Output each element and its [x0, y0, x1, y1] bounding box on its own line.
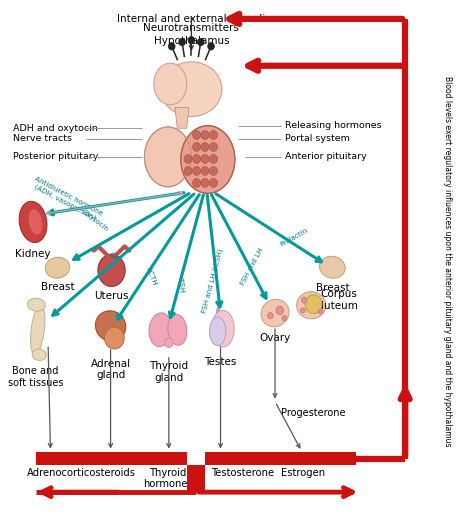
Text: Anterior pituitary: Anterior pituitary — [285, 152, 367, 161]
Circle shape — [276, 306, 283, 315]
Text: TSH: TSH — [177, 277, 185, 292]
Text: FSH and LH: FSH and LH — [240, 246, 265, 286]
Circle shape — [179, 39, 185, 46]
Text: Internal and external stimuli: Internal and external stimuli — [117, 14, 265, 23]
Ellipse shape — [28, 209, 42, 235]
Text: Prolactin: Prolactin — [279, 227, 309, 248]
Text: FSH and LH (ICSH): FSH and LH (ICSH) — [201, 248, 224, 314]
Text: Blood levels exert regulatory influences upon the anterior pituitary gland and t: Blood levels exert regulatory influences… — [443, 76, 452, 446]
Text: Posterior pituitary: Posterior pituitary — [13, 152, 98, 161]
Text: Adrenocorticosteroids: Adrenocorticosteroids — [27, 468, 136, 478]
Ellipse shape — [161, 62, 222, 116]
Ellipse shape — [164, 338, 173, 348]
Text: Corpus
luteum: Corpus luteum — [320, 289, 357, 311]
Circle shape — [301, 308, 305, 313]
Ellipse shape — [211, 311, 234, 347]
Ellipse shape — [95, 311, 126, 341]
Circle shape — [201, 179, 209, 187]
Circle shape — [192, 179, 201, 187]
Circle shape — [318, 309, 323, 314]
Circle shape — [210, 130, 218, 139]
Text: ACTH: ACTH — [145, 266, 158, 287]
Text: Breast: Breast — [316, 283, 349, 293]
Text: Uterus: Uterus — [94, 291, 129, 301]
Bar — [187, 465, 206, 492]
Text: Oxytocin: Oxytocin — [81, 208, 109, 233]
Circle shape — [192, 143, 201, 151]
Ellipse shape — [27, 298, 45, 311]
Circle shape — [201, 143, 209, 151]
Text: Nerve tracts: Nerve tracts — [13, 134, 72, 143]
Circle shape — [201, 167, 209, 175]
Ellipse shape — [19, 201, 47, 243]
Ellipse shape — [98, 254, 125, 287]
Text: Breast: Breast — [41, 282, 74, 292]
Circle shape — [210, 179, 218, 187]
Ellipse shape — [145, 127, 191, 187]
Text: Hypothalamus: Hypothalamus — [154, 35, 229, 45]
Text: Adrenal
gland: Adrenal gland — [91, 359, 131, 381]
Circle shape — [188, 37, 195, 44]
Circle shape — [192, 130, 201, 139]
Circle shape — [198, 39, 204, 46]
Circle shape — [210, 167, 218, 175]
Text: Portal system: Portal system — [285, 134, 350, 143]
Text: Testosterone: Testosterone — [211, 468, 274, 478]
Text: Antidiuretic hormone
(ADH, vasopressin): Antidiuretic hormone (ADH, vasopressin) — [30, 176, 104, 223]
Text: Kidney: Kidney — [15, 249, 51, 259]
Text: Ovary: Ovary — [259, 333, 291, 343]
Text: Thyroid
gland: Thyroid gland — [149, 361, 188, 383]
Ellipse shape — [261, 300, 289, 327]
Circle shape — [210, 143, 218, 151]
Circle shape — [168, 43, 175, 50]
Text: Bone and
soft tissues: Bone and soft tissues — [8, 366, 63, 388]
Ellipse shape — [210, 317, 226, 346]
Circle shape — [192, 155, 201, 163]
Text: GH: GH — [108, 251, 119, 263]
Bar — [36, 452, 187, 465]
Circle shape — [301, 297, 307, 303]
Circle shape — [184, 155, 192, 163]
Circle shape — [192, 167, 201, 175]
Text: Estrogen: Estrogen — [281, 468, 325, 478]
Text: Thyroid
hormones: Thyroid hormones — [143, 468, 193, 489]
Text: Testes: Testes — [204, 358, 237, 367]
Ellipse shape — [32, 349, 46, 361]
Ellipse shape — [149, 313, 172, 347]
Ellipse shape — [168, 314, 187, 345]
Circle shape — [305, 295, 322, 314]
Ellipse shape — [46, 257, 70, 278]
Ellipse shape — [319, 256, 345, 278]
Ellipse shape — [181, 126, 235, 193]
Circle shape — [184, 167, 192, 175]
Circle shape — [210, 155, 218, 163]
Polygon shape — [175, 108, 189, 128]
Ellipse shape — [104, 327, 124, 349]
Text: ADH and oxytocin: ADH and oxytocin — [13, 124, 98, 133]
Circle shape — [201, 130, 209, 139]
Circle shape — [201, 155, 209, 163]
Ellipse shape — [297, 292, 326, 319]
Bar — [206, 452, 356, 465]
Ellipse shape — [30, 305, 45, 354]
Circle shape — [282, 316, 287, 321]
Text: Releasing hormones: Releasing hormones — [285, 121, 382, 130]
Circle shape — [267, 313, 273, 319]
Text: Progesterone: Progesterone — [281, 408, 345, 418]
Text: Neurotransmitters: Neurotransmitters — [144, 22, 239, 32]
Ellipse shape — [154, 63, 187, 105]
Circle shape — [208, 43, 214, 50]
